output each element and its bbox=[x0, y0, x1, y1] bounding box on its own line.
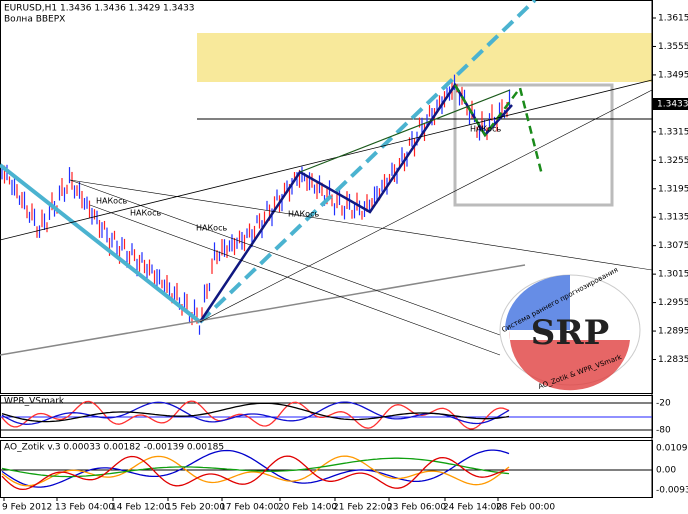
wave-line bbox=[0, 163, 202, 324]
price-label: 1.2955 bbox=[658, 298, 688, 308]
price-label: 1.3135 bbox=[658, 213, 688, 223]
trend-line bbox=[199, 89, 653, 323]
price-label: 1.3495 bbox=[658, 70, 688, 80]
ao-line bbox=[1, 457, 510, 478]
wave-projection bbox=[198, 0, 537, 324]
current-price: 1.3433 bbox=[657, 100, 688, 110]
time-label: 14 Feb 12:00 bbox=[111, 503, 170, 513]
logo-blue bbox=[505, 275, 570, 330]
trend-line bbox=[69, 179, 501, 336]
indicator-level: -80 bbox=[656, 426, 671, 436]
wave-note: Волна ВВЕРХ bbox=[4, 15, 65, 25]
time-label: 20 Feb 14:00 bbox=[278, 503, 337, 513]
time-label: 9 Feb 2012 bbox=[2, 503, 52, 513]
time-label: 21 Feb 22:00 bbox=[333, 503, 392, 513]
price-label: 1.3195 bbox=[658, 184, 688, 194]
annotation: НАКось bbox=[470, 125, 501, 134]
time-label: 15 Feb 20:00 bbox=[166, 503, 225, 513]
annotation: НАКось bbox=[196, 224, 227, 233]
time-label: 28 Feb 00:00 bbox=[496, 503, 555, 513]
trend-line bbox=[0, 79, 653, 241]
price-label: 1.3615 bbox=[658, 14, 688, 24]
indicator-name: AO_Zotik v.3 0.00033 0.00182 -0.00139 0.… bbox=[4, 443, 224, 453]
logo-title: SRP bbox=[531, 313, 609, 353]
price-label: 1.2895 bbox=[658, 327, 688, 337]
annotation: НАКось bbox=[96, 197, 127, 206]
logo-red bbox=[509, 330, 630, 391]
trend-line bbox=[299, 89, 511, 173]
price-label: 1.3075 bbox=[658, 241, 688, 251]
oscillator-line bbox=[1, 400, 510, 430]
forecast-line bbox=[453, 84, 544, 176]
annotation: НАКось bbox=[288, 210, 319, 219]
oscillator-line bbox=[1, 402, 510, 423]
indicator-name: WPR_VSmark bbox=[4, 397, 65, 407]
oscillator-line bbox=[1, 401, 510, 425]
current-price-box bbox=[653, 98, 688, 110]
indicator-level: -20 bbox=[656, 399, 671, 409]
time-label: 13 Feb 04:00 bbox=[55, 503, 114, 513]
time-label: 23 Feb 06:00 bbox=[387, 503, 446, 513]
time-label: 24 Feb 14:00 bbox=[443, 503, 502, 513]
price-label: 1.3015 bbox=[658, 270, 688, 280]
annotation: НАКось bbox=[130, 209, 161, 218]
price-label: 1.2835 bbox=[658, 355, 688, 365]
price-label: 1.3255 bbox=[658, 156, 688, 166]
time-label: 17 Feb 04:00 bbox=[220, 503, 279, 513]
ao-line bbox=[1, 449, 510, 488]
projection-box bbox=[453, 83, 614, 207]
indicator-level: 0.01095 bbox=[656, 444, 688, 454]
price-label: 1.3315 bbox=[658, 127, 688, 137]
trend-line bbox=[89, 204, 501, 356]
trend-line bbox=[69, 179, 653, 271]
symbol-header: EURUSD,H1 1.3436 1.3436 1.3429 1.3433 bbox=[4, 4, 195, 14]
ao-line bbox=[1, 455, 510, 491]
target-zone bbox=[197, 33, 652, 82]
indicator-level: -0.00937 bbox=[656, 486, 688, 496]
channel-line bbox=[0, 264, 526, 356]
indicator-level: 0.00 bbox=[656, 466, 676, 476]
ao-line bbox=[1, 455, 510, 487]
price-label: 1.3555 bbox=[658, 42, 688, 52]
